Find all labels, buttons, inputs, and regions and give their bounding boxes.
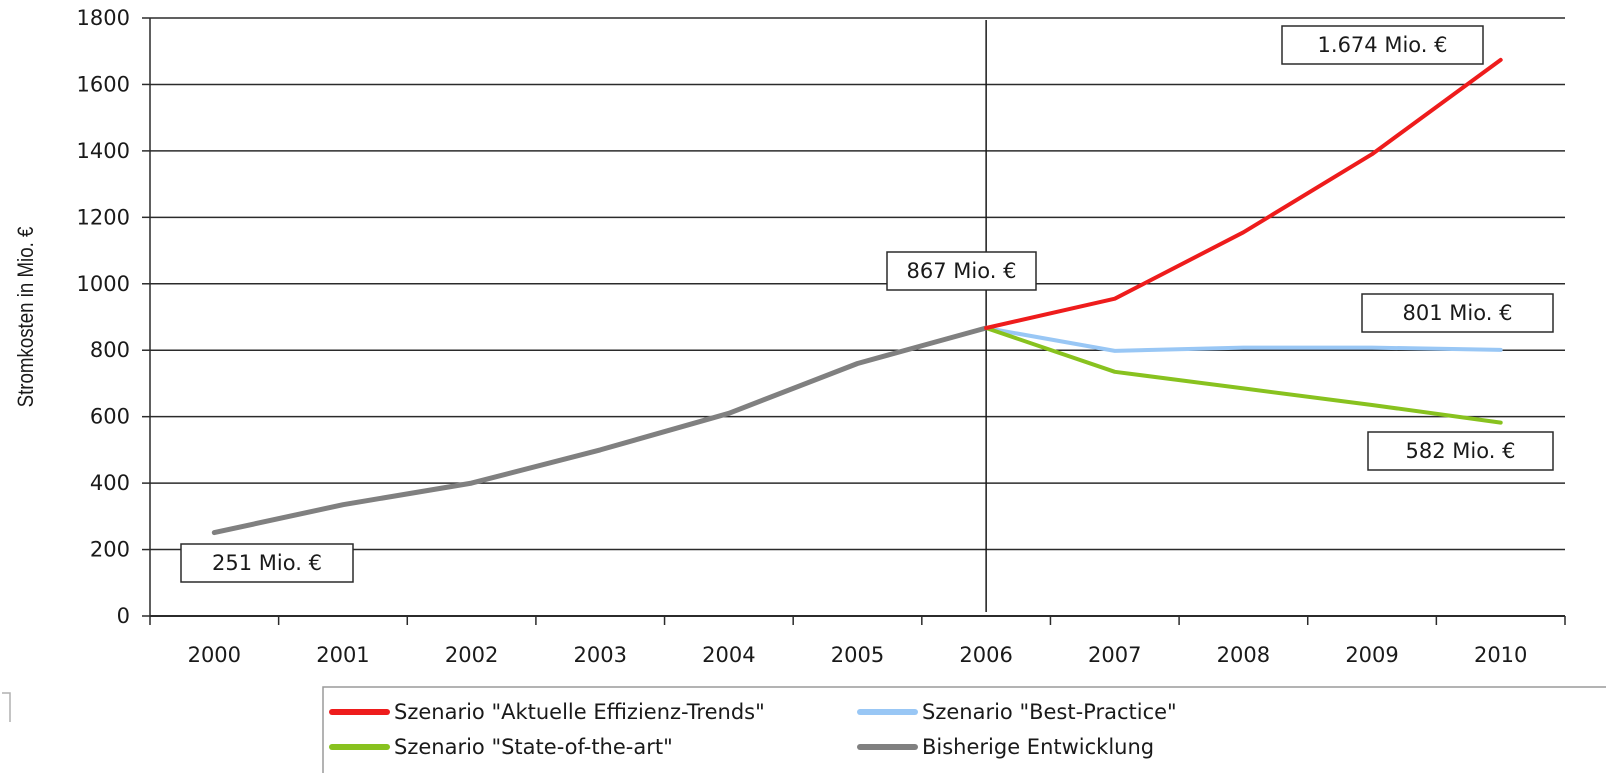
series-line-szenario-best-practice xyxy=(984,326,1503,353)
annotation-box: 867 Mio. € xyxy=(886,251,1037,291)
legend-item-szenario-best-practice: Szenario "Best-Practice" xyxy=(857,700,1177,724)
legend-item-szenario-state-of-the-art: Szenario "State-of-the-art" xyxy=(329,735,673,759)
legend-label: Szenario "Best-Practice" xyxy=(922,700,1177,724)
x-tick-label-2006: 2006 xyxy=(959,643,1012,667)
annotation-frame xyxy=(1281,25,1484,65)
x-tick-label-2009: 2009 xyxy=(1345,643,1398,667)
axes: 0 200 400 600 800 1000 1200 1400 1600 1800 2000 200… xyxy=(15,6,1566,667)
legend-item-szenario-aktuelle-effizienz-trends: Szenario "Aktuelle Effizienz-Trends" xyxy=(329,700,765,724)
corner-mark xyxy=(2,692,11,722)
y-tick-label: 0 xyxy=(117,604,130,628)
y-tick-label: 1800 xyxy=(77,6,130,30)
legend-frame xyxy=(322,686,1606,773)
x-tick-label-2000: 2000 xyxy=(188,643,241,667)
annotation-frame xyxy=(180,543,354,583)
y-tick-label: 1200 xyxy=(77,205,130,229)
legend-label: Szenario "Aktuelle Effizienz-Trends" xyxy=(394,700,765,724)
annotation-label: 582 Mio. € xyxy=(1406,439,1516,463)
x-tick-label-2005: 2005 xyxy=(831,643,884,667)
y-axis-title: Stromkosten in Mio. € xyxy=(15,226,39,407)
annotation-label: 801 Mio. € xyxy=(1403,301,1513,325)
y-tick-label: 1400 xyxy=(77,139,130,163)
x-tick-label-2003: 2003 xyxy=(574,643,627,667)
annotation-frame xyxy=(1367,431,1554,471)
annotation-box: 251 Mio. € xyxy=(180,543,354,583)
x-tick-label-2008: 2008 xyxy=(1217,643,1270,667)
y-tick-label: 1600 xyxy=(77,72,130,96)
series-line-szenario-state-of-the-art xyxy=(984,326,1503,425)
legend-item-bisherige-entwicklung: Bisherige Entwicklung xyxy=(857,735,1154,759)
series-lines xyxy=(211,57,1503,536)
legend-label: Szenario "State-of-the-art" xyxy=(394,735,673,759)
x-tick-label-2010: 2010 xyxy=(1474,643,1527,667)
x-tick-label-2002: 2002 xyxy=(445,643,498,667)
legend: Szenario "Aktuelle Effizienz-Trends" Szen… xyxy=(2,686,1606,773)
series-line-szenario-aktuelle-effizienz-trends xyxy=(984,57,1503,330)
x-tick-label-2001: 2001 xyxy=(316,643,369,667)
legend-label: Bisherige Entwicklung xyxy=(922,735,1154,759)
y-tick-label: 1000 xyxy=(77,272,130,296)
annotation-box: 801 Mio. € xyxy=(1361,293,1554,333)
y-tick-label: 800 xyxy=(90,338,130,362)
annotation-box: 1.674 Mio. € xyxy=(1281,25,1484,65)
y-tick-label: 600 xyxy=(90,405,130,429)
annotation-frame xyxy=(886,251,1037,291)
x-tick-label-2004: 2004 xyxy=(702,643,755,667)
annotation-label: 1.674 Mio. € xyxy=(1318,33,1448,57)
annotation-label: 251 Mio. € xyxy=(212,551,322,575)
series-line-bisherige-entwicklung xyxy=(211,325,989,536)
x-tick-label-2007: 2007 xyxy=(1088,643,1141,667)
grid-lines xyxy=(150,17,1565,551)
annotation-box: 582 Mio. € xyxy=(1367,431,1554,471)
annotations: 1.674 Mio. € 867 Mio. € 801 Mio. € 582 Mio.… xyxy=(180,25,1554,583)
y-tick-label: 200 xyxy=(90,538,130,562)
y-tick-label: 400 xyxy=(90,471,130,495)
annotation-label: 867 Mio. € xyxy=(907,259,1017,283)
annotation-frame xyxy=(1361,293,1554,333)
